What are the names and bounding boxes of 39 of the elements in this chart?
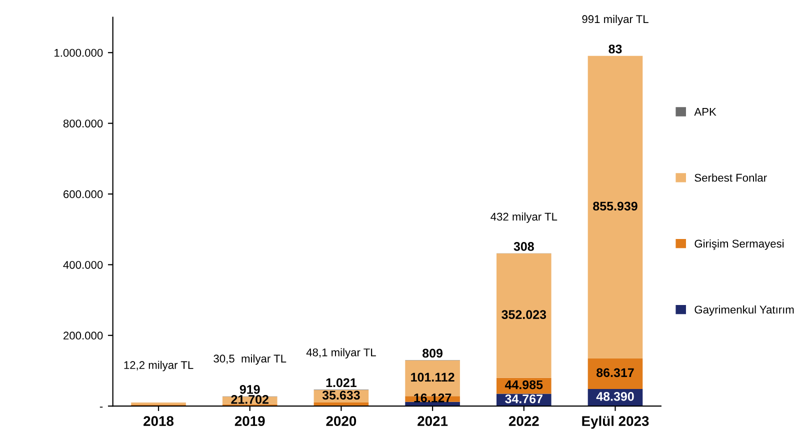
x-tick-label: 2019 <box>234 416 265 426</box>
annotation: 12,2 milyar TL <box>124 360 194 372</box>
data-label: 16.127 <box>414 393 452 402</box>
y-tick-label: 800.000 <box>63 120 103 128</box>
x-tick-label: 2020 <box>326 416 356 426</box>
data-label: 48.390 <box>596 392 634 401</box>
data-label: 21.702 <box>231 394 268 404</box>
y-tick-label: 400.000 <box>63 260 103 269</box>
x-tick-label: 2022 <box>508 416 539 426</box>
data-label: 1.021 <box>326 378 356 388</box>
data-label: 34.767 <box>505 394 542 404</box>
bar <box>588 358 643 389</box>
data-label: 308 <box>514 242 534 251</box>
x-tick-label: 2021 <box>418 416 448 426</box>
legend-label: Serbest Fonlar <box>694 174 767 182</box>
legend-label: Gayrimenkul Yatırım <box>694 305 794 316</box>
y-tick-label: 600.000 <box>64 190 103 198</box>
y-tick-label: 200.000 <box>64 332 103 340</box>
annotation: 30,5 milyar TL <box>214 354 286 365</box>
annotation: 48,1 milyar TL <box>306 348 376 359</box>
annotation: 991 milyar TL <box>582 14 648 26</box>
y-tick-label: - <box>100 406 103 408</box>
data-label: 35.633 <box>322 390 360 400</box>
bar <box>496 253 552 378</box>
bar <box>588 56 643 358</box>
x-tick-label: Eylül 2023 <box>582 416 649 429</box>
data-label: 855.939 <box>593 202 638 211</box>
y-tick-label: 1.000.000 <box>54 48 103 57</box>
legend-label: APK <box>694 108 716 116</box>
data-label: 83 <box>608 44 622 54</box>
x-tick-label: 2018 <box>144 416 174 426</box>
data-label: 44.985 <box>504 380 543 390</box>
annotation: 432 milyar TL <box>490 212 558 223</box>
data-label: 352.023 <box>502 310 546 320</box>
data-label: 919 <box>240 384 260 394</box>
data-label: 86.317 <box>596 368 634 378</box>
data-label: 809 <box>422 348 443 358</box>
data-label: 101.112 <box>411 372 454 382</box>
legend-label: Girişim Sermayesi <box>694 239 784 250</box>
